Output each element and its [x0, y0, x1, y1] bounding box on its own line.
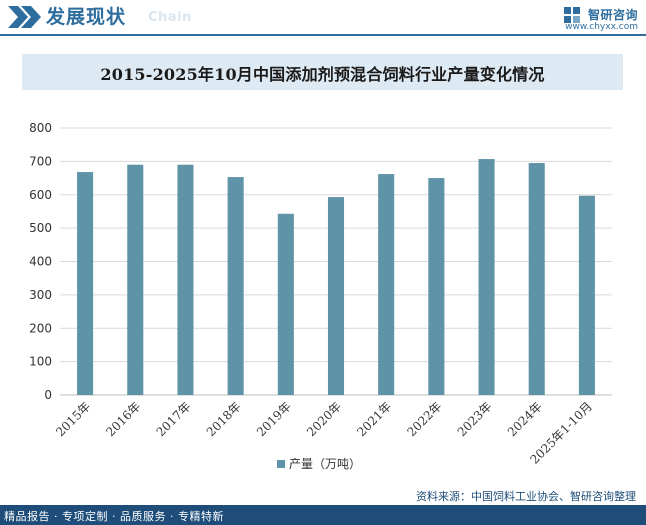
footer-bar: 精品报告 · 专项定制 · 品质服务 · 专精特新	[0, 505, 646, 525]
bar	[127, 164, 144, 395]
bar-layer	[77, 159, 595, 395]
brand-name: 智研咨询	[587, 8, 638, 22]
bar	[528, 163, 545, 395]
y-tick-label: 500	[29, 221, 52, 235]
y-tick-label: 600	[29, 188, 52, 202]
label-layer: 0 100 200 300 400 500 600 700 800 2015年 2016年 2017年…	[29, 121, 595, 467]
x-tick-label: 2019年	[254, 399, 294, 439]
bar	[578, 195, 595, 395]
chart-title-box: 2015-2025年10月中国添加剂预混合饲料行业产量变化情况	[22, 54, 623, 90]
bar	[428, 178, 445, 395]
bar	[378, 174, 395, 395]
brand-url: www.chyxx.com	[565, 22, 638, 32]
legend-layer: 产量（万吨）	[277, 457, 361, 471]
source-note: 资料来源：中国饲料工业协会、智研咨询整理	[416, 490, 636, 503]
section-subtitle: Chain	[148, 10, 192, 25]
bar	[77, 172, 94, 395]
y-tick-label: 100	[29, 355, 52, 369]
legend-swatch	[277, 460, 285, 468]
x-tick-label: 2023年	[455, 399, 495, 439]
bar	[478, 159, 495, 395]
bar	[177, 164, 194, 395]
brand-logo-icon	[563, 6, 580, 23]
section-title: 发展现状	[46, 6, 127, 28]
bar	[227, 177, 244, 395]
y-tick-label: 0	[44, 388, 52, 402]
y-tick-label: 200	[29, 321, 52, 335]
header-divider	[0, 34, 646, 36]
y-tick-label: 800	[29, 121, 52, 135]
y-tick-label: 700	[29, 154, 52, 168]
y-tick-label: 400	[29, 255, 52, 269]
bar	[277, 213, 294, 395]
x-tick-label: 2018年	[204, 399, 244, 439]
x-tick-label: 2020年	[304, 399, 344, 439]
bar-chart: 0 100 200 300 400 500 600 700 800 2015年 2016年 2017年…	[29, 121, 612, 471]
bar	[327, 197, 345, 395]
x-tick-label: 2016年	[103, 399, 143, 439]
x-tick-label: 2022年	[405, 399, 445, 439]
brand: 智研咨询	[563, 4, 638, 23]
double-chevron-icon	[8, 6, 41, 28]
footer-slogan: 精品报告 · 专项定制 · 品质服务 · 专精特新	[4, 510, 224, 523]
x-tick-label: 2017年	[154, 399, 194, 439]
x-tick-label: 2024年	[505, 399, 545, 439]
header-bar: 发展现状 Chain 智研咨询 www.chyxx.com	[0, 0, 646, 34]
legend-label: 产量（万吨）	[289, 457, 361, 471]
chart-title: 2015-2025年10月中国添加剂预混合饲料行业产量变化情况	[100, 65, 545, 84]
x-tick-label: 2021年	[354, 399, 394, 439]
x-tick-label: 2015年	[53, 399, 93, 439]
y-tick-label: 300	[29, 288, 52, 302]
